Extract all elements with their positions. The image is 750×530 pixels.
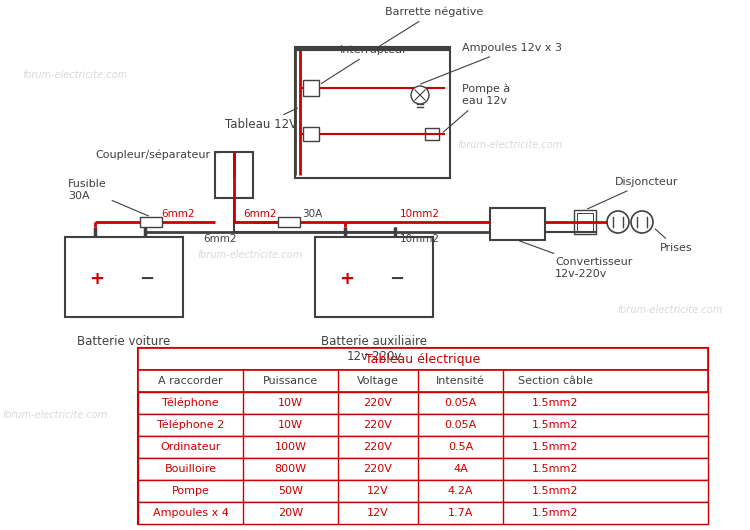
- Bar: [138, 348, 708, 370]
- Text: forum-electricite.com: forum-electricite.com: [617, 305, 723, 315]
- Text: Tableau 12V: Tableau 12V: [225, 108, 298, 131]
- Text: 220V: 220V: [364, 420, 392, 430]
- Text: forum-electricite.com: forum-electricite.com: [458, 140, 562, 150]
- Text: 0.05A: 0.05A: [444, 420, 477, 430]
- Text: Tableau électrique: Tableau électrique: [365, 352, 481, 366]
- Text: 6mm2: 6mm2: [161, 209, 195, 219]
- Text: 6mm2: 6mm2: [203, 234, 237, 244]
- Text: Voltage: Voltage: [357, 376, 399, 386]
- Bar: [315, 237, 433, 317]
- Text: A raccorder: A raccorder: [158, 376, 223, 386]
- Text: 0.5A: 0.5A: [448, 442, 473, 452]
- Bar: [278, 217, 300, 227]
- Bar: [65, 237, 183, 317]
- Bar: [138, 458, 708, 480]
- Text: Barrette négative: Barrette négative: [377, 7, 483, 48]
- Bar: [303, 80, 319, 96]
- Circle shape: [607, 211, 629, 233]
- Text: Ampoules x 4: Ampoules x 4: [152, 508, 229, 518]
- Text: Batterie auxiliaire
12v-220v: Batterie auxiliaire 12v-220v: [321, 335, 427, 363]
- Text: Fusible
30A: Fusible 30A: [68, 179, 148, 216]
- Text: 12V: 12V: [368, 508, 388, 518]
- Text: Téléphone 2: Téléphone 2: [157, 420, 224, 430]
- Text: 1.7A: 1.7A: [448, 508, 473, 518]
- Text: 4.2A: 4.2A: [448, 486, 473, 496]
- Text: 10mm2: 10mm2: [400, 209, 440, 219]
- Text: Interrupteur: Interrupteur: [321, 45, 408, 84]
- Text: 10mm2: 10mm2: [400, 234, 440, 244]
- Text: 12V: 12V: [368, 486, 388, 496]
- Text: 1.5mm2: 1.5mm2: [532, 464, 579, 474]
- Text: 10W: 10W: [278, 398, 303, 408]
- Text: Section câble: Section câble: [518, 376, 593, 386]
- Text: Intensité: Intensité: [436, 376, 485, 386]
- Text: −: −: [140, 270, 154, 288]
- Text: Prises: Prises: [655, 229, 693, 253]
- Bar: [138, 414, 708, 436]
- Bar: [138, 436, 708, 458]
- Text: 0.05A: 0.05A: [444, 398, 477, 408]
- Text: Ampoules 12v x 3: Ampoules 12v x 3: [421, 43, 562, 84]
- Text: forum-electricite.com: forum-electricite.com: [2, 410, 108, 420]
- Text: +: +: [89, 270, 104, 288]
- Circle shape: [411, 86, 429, 104]
- Text: Puissance: Puissance: [262, 376, 318, 386]
- Text: −: −: [389, 270, 404, 288]
- Bar: [577, 213, 593, 231]
- Text: forum-electricite.com: forum-electricite.com: [458, 435, 562, 445]
- Text: Pompe: Pompe: [172, 486, 209, 496]
- Bar: [138, 480, 708, 502]
- Bar: [138, 370, 708, 392]
- Text: 20W: 20W: [278, 508, 303, 518]
- Bar: [140, 217, 162, 227]
- Bar: [138, 502, 708, 524]
- Text: Coupleur/séparateur: Coupleur/séparateur: [95, 150, 231, 160]
- Text: 220V: 220V: [364, 442, 392, 452]
- Bar: [138, 392, 708, 414]
- Text: +: +: [340, 270, 355, 288]
- Text: 1.5mm2: 1.5mm2: [532, 486, 579, 496]
- Text: 10W: 10W: [278, 420, 303, 430]
- Bar: [215, 152, 253, 198]
- Text: Pompe à
eau 12v: Pompe à eau 12v: [443, 84, 510, 132]
- Bar: [425, 128, 439, 140]
- Bar: [490, 208, 545, 240]
- Text: 220V: 220V: [364, 464, 392, 474]
- Bar: [295, 47, 450, 178]
- Text: Ordinateur: Ordinateur: [160, 442, 220, 452]
- Text: Batterie voiture: Batterie voiture: [77, 335, 170, 348]
- Text: 100W: 100W: [274, 442, 307, 452]
- Circle shape: [631, 211, 653, 233]
- Text: 220V: 220V: [364, 398, 392, 408]
- Text: 6mm2: 6mm2: [243, 209, 277, 219]
- Text: 4A: 4A: [453, 464, 468, 474]
- Text: Disjoncteur: Disjoncteur: [587, 177, 679, 209]
- Text: 1.5mm2: 1.5mm2: [532, 508, 579, 518]
- Text: 30A: 30A: [302, 209, 322, 219]
- Bar: [574, 210, 596, 234]
- Text: forum-electricite.com: forum-electricite.com: [197, 250, 302, 260]
- Text: Convertisseur
12v-220v: Convertisseur 12v-220v: [520, 241, 632, 279]
- Text: 50W: 50W: [278, 486, 303, 496]
- Text: 1.5mm2: 1.5mm2: [532, 442, 579, 452]
- Bar: [138, 348, 708, 524]
- Text: 800W: 800W: [274, 464, 307, 474]
- Text: Bouilloire: Bouilloire: [164, 464, 217, 474]
- Text: 1.5mm2: 1.5mm2: [532, 420, 579, 430]
- Text: Téléphone: Téléphone: [162, 398, 219, 408]
- Bar: [303, 127, 319, 141]
- Text: forum-electricite.com: forum-electricite.com: [22, 70, 128, 80]
- Text: 1.5mm2: 1.5mm2: [532, 398, 579, 408]
